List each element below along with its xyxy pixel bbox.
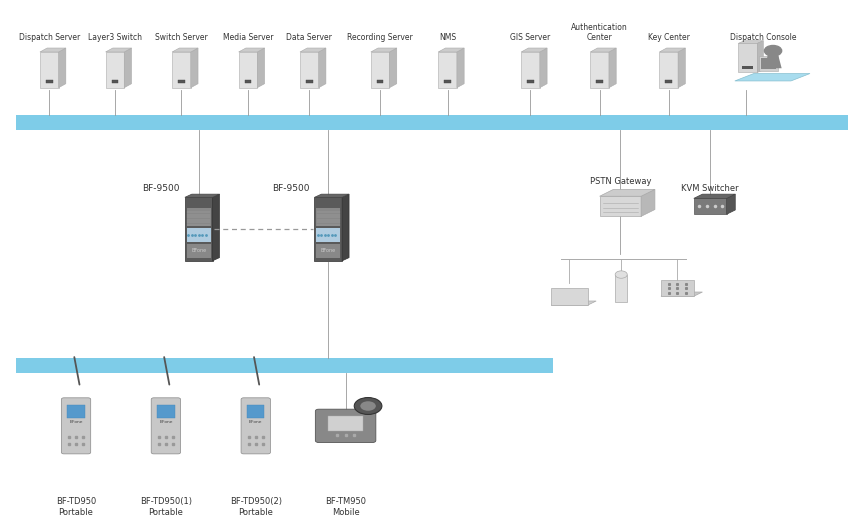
Polygon shape (40, 48, 66, 52)
Polygon shape (124, 48, 131, 88)
Polygon shape (245, 80, 251, 84)
Text: Layer3 Switch: Layer3 Switch (88, 33, 142, 42)
Polygon shape (314, 194, 349, 197)
FancyBboxPatch shape (328, 416, 363, 431)
Polygon shape (765, 55, 782, 68)
FancyBboxPatch shape (157, 405, 175, 418)
Polygon shape (16, 115, 848, 130)
Polygon shape (178, 80, 185, 84)
Polygon shape (590, 52, 609, 88)
Circle shape (360, 401, 376, 411)
Polygon shape (551, 288, 588, 305)
Polygon shape (185, 194, 219, 197)
Circle shape (765, 45, 782, 56)
Polygon shape (59, 48, 66, 88)
FancyBboxPatch shape (67, 405, 85, 418)
Text: BF-TD950(2)
Portable: BF-TD950(2) Portable (230, 497, 282, 517)
Polygon shape (694, 198, 727, 214)
Polygon shape (678, 48, 685, 88)
FancyBboxPatch shape (315, 409, 376, 442)
Text: BF-9500: BF-9500 (143, 184, 180, 193)
Text: BFone: BFone (159, 419, 173, 424)
Polygon shape (659, 52, 678, 88)
Polygon shape (316, 208, 340, 226)
Polygon shape (238, 48, 264, 52)
Polygon shape (319, 48, 326, 88)
Text: GIS Server: GIS Server (511, 33, 550, 42)
Polygon shape (551, 301, 596, 305)
Polygon shape (596, 80, 603, 84)
Polygon shape (527, 80, 534, 84)
Polygon shape (738, 41, 764, 43)
Polygon shape (342, 194, 349, 261)
Polygon shape (590, 48, 616, 52)
Polygon shape (105, 48, 131, 52)
Polygon shape (316, 244, 340, 258)
Text: BF-9500: BF-9500 (272, 184, 309, 193)
Polygon shape (187, 228, 211, 242)
Text: Switch Server: Switch Server (155, 33, 208, 42)
Polygon shape (659, 48, 685, 52)
Polygon shape (738, 43, 757, 72)
Polygon shape (665, 80, 672, 84)
Text: BFone: BFone (69, 419, 83, 424)
Polygon shape (390, 48, 397, 88)
Polygon shape (40, 52, 59, 88)
Polygon shape (46, 80, 53, 84)
Polygon shape (438, 52, 457, 88)
Polygon shape (172, 52, 191, 88)
Polygon shape (641, 189, 655, 216)
Text: BFone: BFone (321, 248, 336, 253)
Text: Media Server: Media Server (223, 33, 273, 42)
Text: NMS: NMS (439, 33, 456, 42)
Polygon shape (187, 244, 211, 258)
Polygon shape (540, 48, 547, 88)
Polygon shape (16, 358, 553, 373)
Polygon shape (521, 52, 540, 88)
Polygon shape (213, 194, 219, 261)
Polygon shape (444, 80, 451, 84)
Circle shape (615, 271, 627, 278)
Polygon shape (438, 48, 464, 52)
Text: BFone: BFone (249, 419, 263, 424)
Polygon shape (727, 194, 735, 214)
Polygon shape (371, 48, 397, 52)
Text: Dispatch Server: Dispatch Server (19, 33, 79, 42)
Polygon shape (191, 48, 198, 88)
Polygon shape (238, 52, 257, 88)
Polygon shape (615, 275, 627, 302)
Polygon shape (316, 228, 340, 242)
Text: BF-TM950
Mobile: BF-TM950 Mobile (325, 497, 366, 517)
Polygon shape (600, 189, 655, 196)
Polygon shape (694, 194, 735, 198)
Text: Key Center: Key Center (648, 33, 689, 42)
Polygon shape (306, 80, 313, 84)
Polygon shape (300, 52, 319, 88)
Polygon shape (172, 48, 198, 52)
Polygon shape (300, 48, 326, 52)
Polygon shape (111, 80, 118, 84)
Text: Data Server: Data Server (286, 33, 333, 42)
Polygon shape (734, 74, 810, 81)
Polygon shape (609, 48, 616, 88)
Polygon shape (761, 58, 777, 69)
Polygon shape (661, 280, 694, 296)
Polygon shape (371, 52, 390, 88)
Polygon shape (521, 48, 547, 52)
Polygon shape (185, 197, 213, 261)
Polygon shape (757, 41, 764, 72)
FancyBboxPatch shape (241, 398, 270, 454)
Polygon shape (187, 208, 211, 226)
Text: Authentication
Center: Authentication Center (571, 23, 628, 42)
Text: KVM Switcher: KVM Switcher (682, 184, 739, 193)
Text: BF-TD950
Portable: BF-TD950 Portable (56, 497, 96, 517)
Polygon shape (759, 56, 778, 71)
Polygon shape (742, 66, 753, 69)
Polygon shape (257, 48, 264, 88)
Text: Recording Server: Recording Server (347, 33, 413, 42)
Text: BF-TD950(1)
Portable: BF-TD950(1) Portable (140, 497, 192, 517)
Polygon shape (600, 196, 641, 216)
Text: Dispatch Console: Dispatch Console (730, 33, 796, 42)
Polygon shape (105, 52, 124, 88)
Text: BFone: BFone (191, 248, 206, 253)
